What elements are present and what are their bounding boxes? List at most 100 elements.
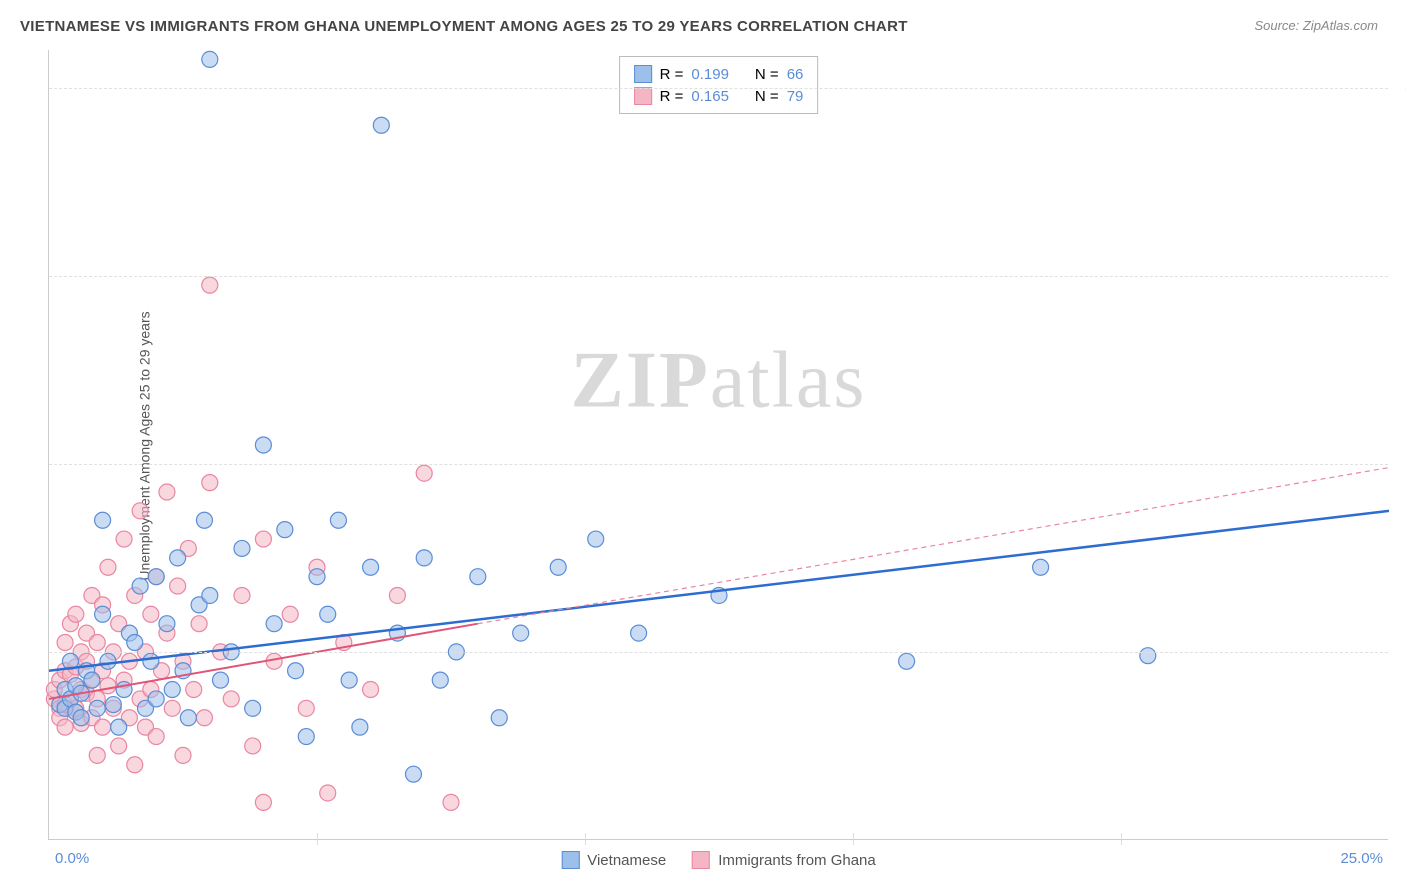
data-point <box>73 710 89 726</box>
data-point <box>234 587 250 603</box>
data-point <box>57 635 73 651</box>
data-point <box>180 710 196 726</box>
data-point <box>213 672 229 688</box>
data-point <box>1140 648 1156 664</box>
data-point <box>223 691 239 707</box>
data-point <box>202 51 218 67</box>
swatch-ghana-icon <box>692 851 710 869</box>
data-point <box>550 559 566 575</box>
data-point <box>100 653 116 669</box>
data-point <box>255 531 271 547</box>
data-point <box>266 616 282 632</box>
data-point <box>320 606 336 622</box>
chart-svg <box>49 50 1388 839</box>
data-point <box>277 522 293 538</box>
legend-item-ghana: Immigrants from Ghana <box>692 851 876 869</box>
data-point <box>132 503 148 519</box>
data-point <box>84 672 100 688</box>
n-value: 66 <box>787 66 804 83</box>
data-point <box>298 729 314 745</box>
n-label: N = <box>755 88 779 105</box>
r-label: R = <box>660 88 684 105</box>
data-point <box>111 719 127 735</box>
plot-area: ZIPatlas R = 0.199 N = 66 R = 0.165 N = … <box>48 50 1388 840</box>
data-point <box>513 625 529 641</box>
data-point <box>89 635 105 651</box>
n-value: 79 <box>787 88 804 105</box>
data-point <box>148 729 164 745</box>
data-point <box>89 700 105 716</box>
data-point <box>405 766 421 782</box>
data-point <box>105 697 121 713</box>
r-value: 0.199 <box>691 66 729 83</box>
xtick-mark <box>1121 833 1122 845</box>
data-point <box>899 653 915 669</box>
gridline-h <box>49 88 1388 89</box>
data-point <box>298 700 314 716</box>
data-point <box>202 475 218 491</box>
data-point <box>491 710 507 726</box>
data-point <box>309 569 325 585</box>
data-point <box>132 578 148 594</box>
data-point <box>170 550 186 566</box>
data-point <box>373 117 389 133</box>
xtick-max: 25.0% <box>1340 850 1383 867</box>
data-point <box>111 738 127 754</box>
data-point <box>255 794 271 810</box>
data-point <box>68 606 84 622</box>
data-point <box>143 653 159 669</box>
data-point <box>159 484 175 500</box>
data-point <box>389 587 405 603</box>
data-point <box>288 663 304 679</box>
data-point <box>196 710 212 726</box>
gridline-h <box>49 464 1388 465</box>
data-point <box>631 625 647 641</box>
data-point <box>89 747 105 763</box>
data-point <box>95 512 111 528</box>
r-value: 0.165 <box>691 88 729 105</box>
data-point <box>245 738 261 754</box>
correlation-legend: R = 0.199 N = 66 R = 0.165 N = 79 <box>619 56 819 114</box>
data-point <box>148 569 164 585</box>
data-point <box>100 559 116 575</box>
data-point <box>175 747 191 763</box>
data-point <box>470 569 486 585</box>
chart-title: VIETNAMESE VS IMMIGRANTS FROM GHANA UNEM… <box>20 18 908 35</box>
data-point <box>234 540 250 556</box>
data-point <box>341 672 357 688</box>
data-point <box>170 578 186 594</box>
xtick-mark <box>853 833 854 845</box>
data-point <box>191 616 207 632</box>
data-point <box>416 465 432 481</box>
data-point <box>202 277 218 293</box>
data-point <box>164 682 180 698</box>
n-label: N = <box>755 66 779 83</box>
legend-label: Vietnamese <box>587 852 666 869</box>
swatch-ghana <box>634 87 652 105</box>
data-point <box>143 606 159 622</box>
data-point <box>127 635 143 651</box>
data-point <box>164 700 180 716</box>
data-point <box>255 437 271 453</box>
data-point <box>159 616 175 632</box>
trend-line-extrapolated <box>478 468 1389 624</box>
xtick-mark <box>317 833 318 845</box>
data-point <box>196 512 212 528</box>
data-point <box>320 785 336 801</box>
gridline-h <box>49 652 1388 653</box>
data-point <box>443 794 459 810</box>
data-point <box>116 531 132 547</box>
data-point <box>330 512 346 528</box>
r-label: R = <box>660 66 684 83</box>
data-point <box>95 719 111 735</box>
swatch-vietnamese <box>634 65 652 83</box>
swatch-vietnamese-icon <box>561 851 579 869</box>
data-point <box>202 587 218 603</box>
data-point <box>363 682 379 698</box>
data-point <box>57 719 73 735</box>
gridline-h <box>49 276 1388 277</box>
legend-item-vietnamese: Vietnamese <box>561 851 666 869</box>
source-attribution: Source: ZipAtlas.com <box>1254 18 1378 33</box>
series-legend: Vietnamese Immigrants from Ghana <box>561 851 876 869</box>
data-point <box>432 672 448 688</box>
